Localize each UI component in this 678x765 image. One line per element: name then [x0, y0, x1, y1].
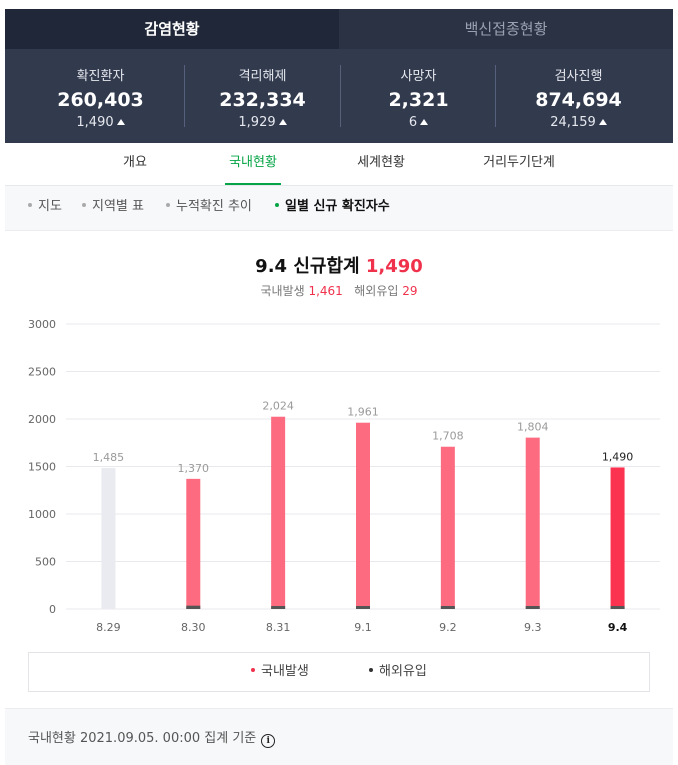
bar-value-label: 1,490 — [602, 450, 634, 463]
bar-value-label: 1,708 — [432, 430, 464, 443]
legend-overseas: 해외유입 — [369, 653, 427, 691]
bar-domestic — [101, 467, 116, 609]
x-tick-label: 8.29 — [96, 621, 121, 634]
bar-value-label: 1,804 — [517, 421, 549, 434]
stat-delta: 1,490 — [18, 115, 183, 130]
chart-legend: 국내발생 해외유입 — [28, 652, 650, 692]
stat-deaths: 사망자 2,321 6 — [341, 61, 496, 131]
bar-domestic — [610, 467, 625, 609]
bar-overseas — [525, 606, 540, 609]
up-arrow-icon — [420, 119, 429, 125]
stat-value: 874,694 — [535, 89, 622, 111]
bar-domestic — [356, 422, 370, 609]
footer: 국내현황 2021.09.05. 00:00 집계 기준 i — [5, 708, 673, 765]
sub-navigation: 개요 국내현황 세계현황 거리두기단계 — [5, 143, 673, 186]
tab-domestic[interactable]: 국내현황 — [225, 143, 281, 185]
filter-region-table[interactable]: 지역별 표 — [82, 186, 144, 228]
stat-label: 검사진행 — [554, 69, 603, 84]
filter-daily-new-cases[interactable]: 일별 신규 확진자수 — [275, 186, 390, 228]
y-tick-label: 1000 — [28, 508, 56, 521]
bullet-dot — [28, 203, 32, 207]
up-arrow-icon — [278, 119, 287, 125]
tab-overview[interactable]: 개요 — [123, 155, 147, 170]
chart-title: 9.4 신규합계 1,490 — [5, 252, 673, 278]
divider — [184, 65, 185, 127]
bar-overseas — [271, 606, 286, 609]
stat-value: 232,334 — [219, 89, 306, 111]
y-tick-label: 2000 — [28, 413, 56, 426]
legend-domestic: 국내발생 — [251, 653, 309, 691]
status-panel: 감염현황 백신접종현황 확진환자 260,403 1,490 격리해제 232,… — [5, 9, 673, 143]
stat-delta: 1,929 — [185, 115, 340, 130]
stat-released: 격리해제 232,334 1,929 — [185, 61, 340, 131]
bar-overseas — [440, 606, 455, 609]
overseas-value: 29 — [402, 284, 418, 298]
x-tick-label: 9.3 — [524, 621, 542, 634]
divider — [495, 65, 496, 127]
bar-value-label: 2,024 — [262, 400, 294, 413]
bar-domestic — [440, 446, 455, 609]
chart-subtitle: 국내발생 1,461 해외유입 29 — [5, 282, 673, 299]
tab-distancing-level[interactable]: 거리두기단계 — [483, 155, 555, 170]
up-arrow-icon — [598, 119, 607, 125]
info-icon[interactable]: i — [261, 734, 276, 748]
stat-confirmed: 확진환자 260,403 1,490 — [18, 61, 183, 131]
stat-delta: 6 — [341, 115, 496, 130]
up-arrow-icon — [116, 119, 125, 125]
filter-map[interactable]: 지도 — [28, 186, 62, 228]
y-tick-label: 3000 — [28, 318, 56, 331]
summary-label: 신규합계 — [293, 256, 360, 277]
bar-overseas — [356, 606, 370, 609]
footer-note: 국내현황 2021.09.05. 00:00 집계 기준 i — [28, 727, 276, 748]
summary-total: 1,490 — [365, 256, 423, 277]
tab-vaccination-status[interactable]: 백신접종현황 — [339, 9, 673, 49]
domestic-value: 1,461 — [308, 284, 343, 298]
stat-label: 확진환자 — [76, 69, 125, 84]
stat-label: 격리해제 — [238, 69, 287, 84]
tab-infection-status[interactable]: 감염현황 — [5, 9, 339, 49]
legend-dot — [369, 668, 373, 672]
divider — [340, 65, 341, 127]
summary-date: 9.4 — [255, 256, 288, 277]
stat-testing: 검사진행 874,694 24,159 — [496, 61, 661, 131]
x-tick-label: 9.1 — [354, 621, 372, 634]
bar-value-label: 1,961 — [347, 406, 379, 419]
legend-dot — [251, 668, 255, 672]
stat-delta: 24,159 — [496, 115, 661, 130]
bar-overseas — [610, 606, 625, 609]
bar-domestic — [186, 478, 201, 609]
bar-value-label: 1,485 — [93, 451, 125, 464]
bullet-dot — [275, 203, 279, 207]
x-tick-label: 9.4 — [608, 621, 628, 634]
y-tick-label: 1500 — [28, 461, 56, 474]
stat-value: 260,403 — [57, 89, 144, 111]
bar-domestic — [525, 437, 540, 609]
x-tick-label: 8.30 — [181, 621, 206, 634]
stat-value: 2,321 — [388, 89, 449, 111]
bullet-dot — [166, 203, 170, 207]
x-tick-label: 8.31 — [266, 621, 291, 634]
daily-cases-bar-chart: 0 500 1000 1500 2000 2500 3000 1,485 8.29 1,370 8.… — [28, 318, 660, 634]
bar-value-label: 1,370 — [178, 462, 210, 475]
bar-overseas — [186, 605, 201, 609]
y-tick-label: 500 — [35, 556, 56, 569]
domestic-label: 국내발생 — [260, 284, 305, 298]
overseas-label: 해외유입 — [354, 284, 399, 298]
tab-world[interactable]: 세계현황 — [357, 155, 405, 170]
y-tick-label: 2500 — [28, 366, 56, 379]
bar-domestic — [271, 416, 286, 609]
x-tick-label: 9.2 — [439, 621, 457, 634]
stat-label: 사망자 — [400, 69, 437, 84]
chart-filter-bar: 지도 지역별 표 누적확진 추이 일별 신규 확진자수 — [5, 186, 673, 231]
filter-cumulative-trend[interactable]: 누적확진 추이 — [166, 186, 252, 228]
y-tick-label: 0 — [49, 603, 56, 616]
bullet-dot — [82, 203, 86, 207]
